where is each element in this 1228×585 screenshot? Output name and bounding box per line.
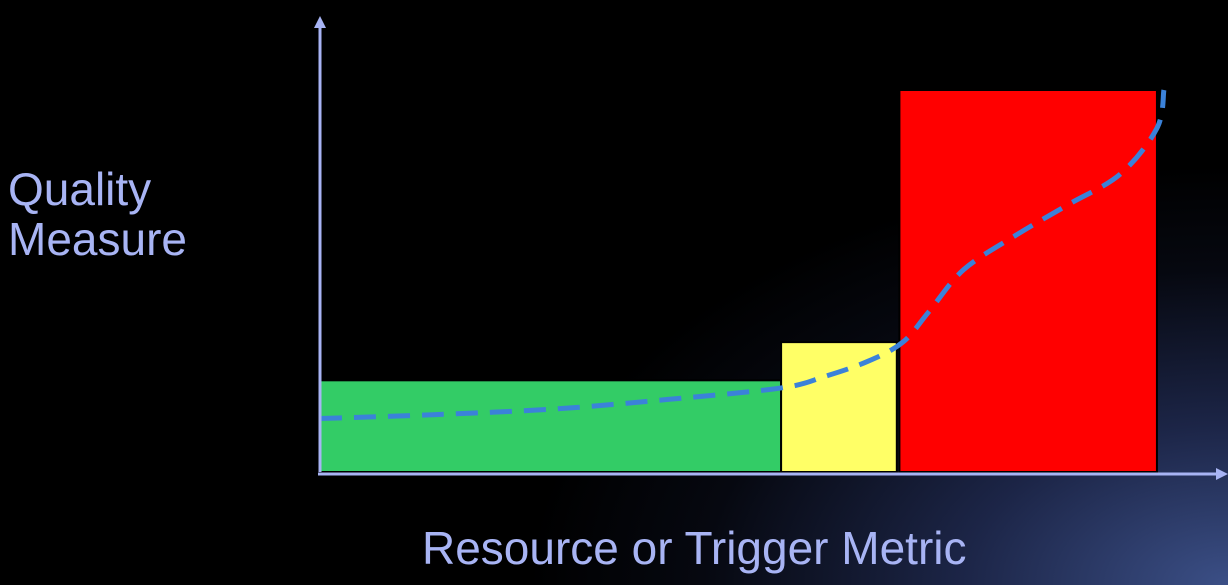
bar-yellow-zone: [780, 341, 898, 473]
bar-red-zone: [898, 89, 1158, 473]
axes-layer: [314, 16, 1228, 480]
bars-layer: [319, 89, 1158, 474]
y-axis-label-line-2: Measure: [8, 213, 187, 265]
y-axis-label: Quality Measure: [8, 164, 288, 264]
y-axis-label-line-1: Quality: [8, 163, 152, 215]
x-axis-label: Resource or Trigger Metric: [422, 522, 967, 574]
